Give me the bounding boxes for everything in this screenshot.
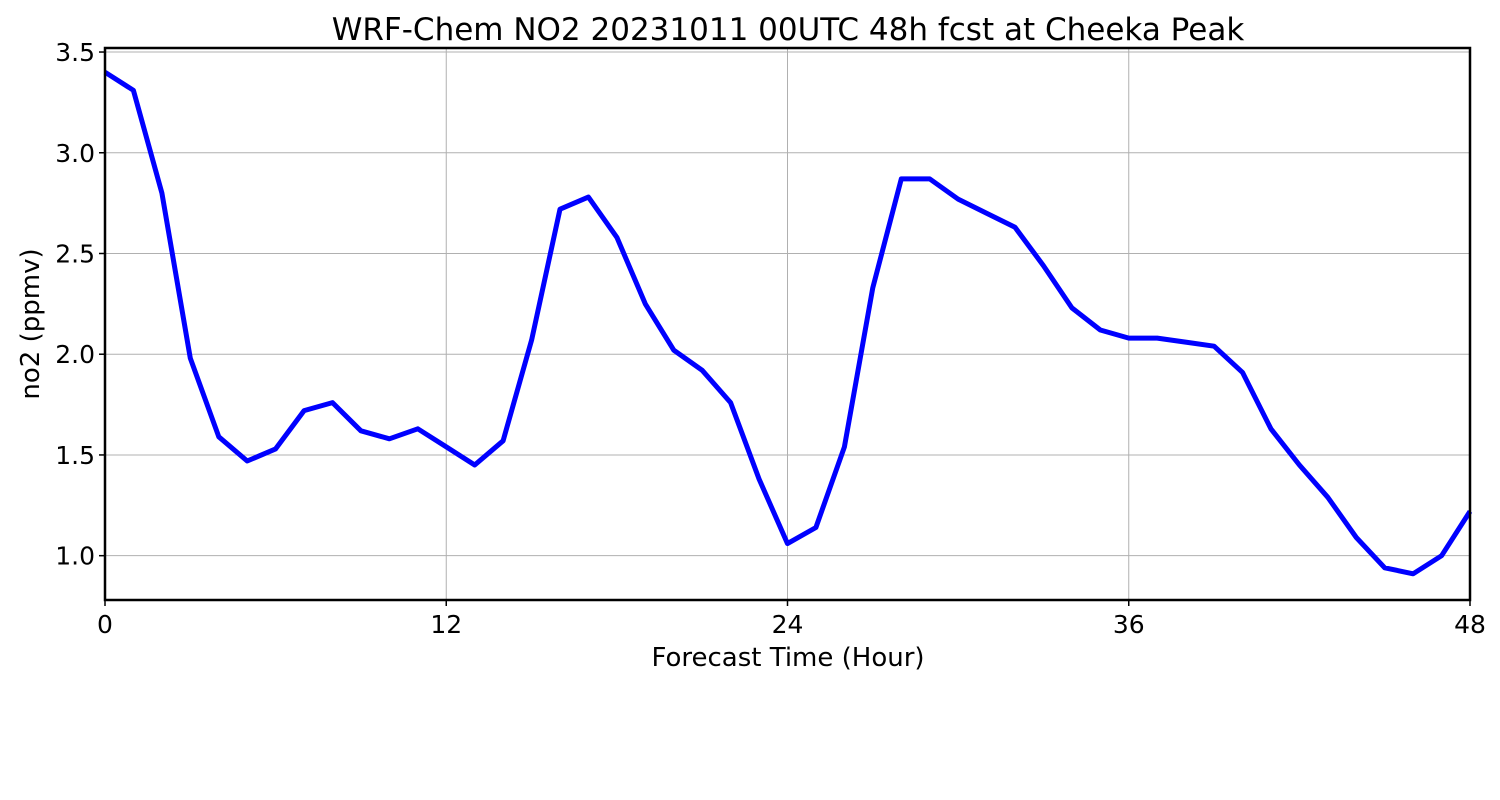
x-tick-label: 0 (97, 610, 113, 639)
axis-ticks: 0 12 24 36 48 1.0 1.5 2.0 2.5 3.0 3.5 (55, 38, 1486, 639)
x-tick-label: 48 (1454, 610, 1486, 639)
y-tick-label: 1.5 (55, 441, 95, 470)
y-tick-label: 1.0 (55, 542, 95, 571)
no2-series-line (103, 70, 1473, 577)
grid-lines (104, 48, 1471, 600)
y-tick-label: 3.0 (55, 139, 95, 168)
chart-title: WRF-Chem NO2 20231011 00UTC 48h fcst at … (332, 12, 1245, 48)
x-axis-label: Forecast Time (Hour) (651, 643, 924, 673)
y-tick-label: 3.5 (55, 38, 95, 67)
x-tick-label: 24 (772, 610, 804, 639)
x-tick-label: 12 (430, 610, 462, 639)
y-tick-label: 2.0 (55, 340, 95, 369)
y-axis-label: no2 (ppmv) (16, 248, 46, 399)
x-tick-label: 36 (1113, 610, 1145, 639)
y-tick-label: 2.5 (55, 239, 95, 268)
series-layer (103, 70, 1473, 577)
